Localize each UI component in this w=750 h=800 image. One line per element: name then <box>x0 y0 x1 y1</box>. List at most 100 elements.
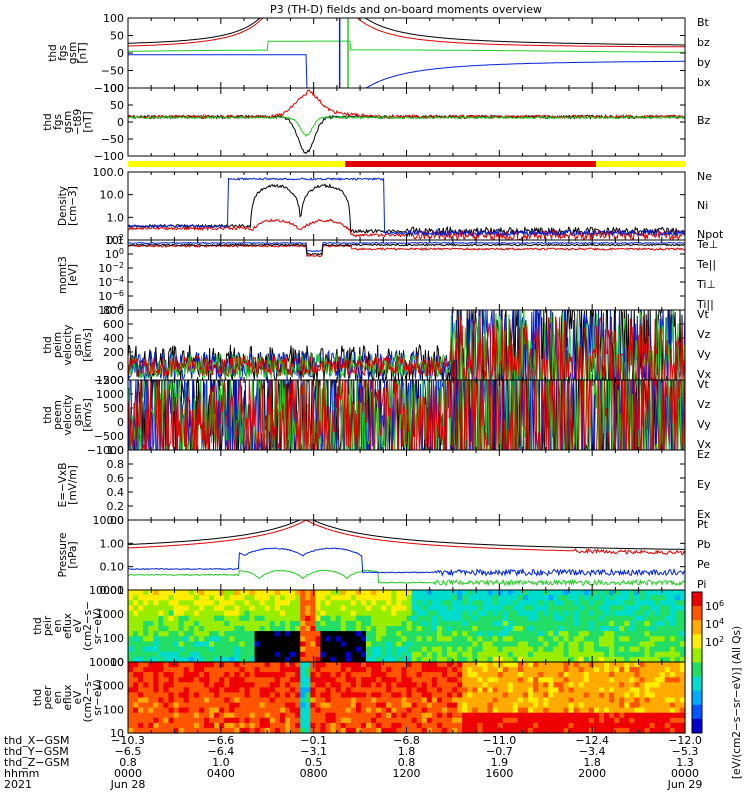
spectrogram-cell <box>583 682 590 688</box>
spectrogram-cell <box>239 641 246 648</box>
spectrogram-cell <box>259 636 266 642</box>
spectrogram-cell <box>482 620 489 627</box>
spectrogram-cell <box>153 667 159 673</box>
spectrogram-cell <box>153 646 159 653</box>
spectrogram-cell <box>355 722 362 729</box>
spectrogram-cell <box>487 667 494 673</box>
spectrogram-cell <box>467 677 473 683</box>
spectrogram-cell <box>447 672 453 678</box>
spectrogram-cell <box>406 636 413 642</box>
spectrogram-cell <box>411 672 418 678</box>
ylabel-line: [km/s] <box>82 398 94 432</box>
spectrogram-cell <box>158 620 165 627</box>
spectrogram-cell <box>411 717 418 724</box>
spectrogram-cell <box>588 677 595 683</box>
spectrogram-cell <box>219 636 225 642</box>
spectrogram-cell <box>644 651 651 658</box>
spectrogram-cell <box>193 595 200 601</box>
spectrogram-cell <box>568 727 575 734</box>
spectrogram-cell <box>269 722 276 729</box>
spectrogram-cell <box>229 600 235 606</box>
spectrogram-cell <box>244 595 251 601</box>
spectrogram-cell <box>366 590 372 596</box>
spectrogram-cell <box>269 590 276 596</box>
spectrogram-cell <box>624 646 630 653</box>
spectrogram-cell <box>340 667 347 673</box>
spectrogram-cell <box>604 692 610 699</box>
spectrogram-cell <box>664 610 671 617</box>
spectrogram-cell <box>285 722 291 729</box>
spectrogram-cell <box>659 672 666 678</box>
spectrogram-cell <box>274 656 281 663</box>
spectrogram-cell <box>193 651 200 658</box>
spectrogram-cell <box>259 615 266 622</box>
spectrogram-cell <box>401 651 408 658</box>
spectrogram-cell <box>244 682 251 688</box>
spectrogram-cell <box>588 590 595 596</box>
spectrogram-cell <box>340 692 347 699</box>
colorbar-frame <box>691 591 703 734</box>
spectrogram-cell <box>315 672 322 678</box>
spectrogram-cell <box>138 702 144 709</box>
spectrogram-cell <box>598 641 605 648</box>
spectrogram-cell <box>578 615 585 622</box>
spectrogram-cell <box>244 646 251 653</box>
spectrogram-cell <box>416 590 423 596</box>
spectrogram-cell <box>492 590 499 596</box>
spectrogram-cell <box>472 656 478 663</box>
spectrogram-cell <box>472 631 478 637</box>
spectrogram-cell <box>391 626 397 632</box>
spectrogram-cell <box>371 605 377 612</box>
spectrogram-cell <box>285 697 291 704</box>
spectrogram-cell <box>133 595 139 601</box>
spectrogram-cell <box>533 615 539 622</box>
ytick-label: 1.0 <box>107 444 125 457</box>
spectrogram-cell <box>639 631 646 637</box>
spectrogram-cell <box>583 600 590 606</box>
spectrogram-cell <box>376 605 382 612</box>
spectrogram-cell <box>472 702 478 709</box>
spectrogram-cell <box>457 595 463 601</box>
spectrogram-cell <box>528 600 534 606</box>
spectrogram-cell <box>482 605 489 612</box>
spectrogram-cell <box>629 687 635 694</box>
spectrogram-cell <box>315 626 322 632</box>
spectrogram-cell <box>563 631 570 637</box>
spectrogram-cell <box>674 717 681 724</box>
spectrogram-cell <box>376 677 382 683</box>
spectrogram-cell <box>452 702 458 709</box>
spectrogram-cell <box>467 717 473 724</box>
spectrogram-cell <box>588 717 595 724</box>
spectrogram-cell <box>340 727 347 734</box>
spectrogram-cell <box>138 610 144 617</box>
spectrogram-cell <box>649 687 656 694</box>
spectrogram-cell <box>269 702 276 709</box>
spectrogram-cell <box>193 712 200 719</box>
spectrogram-cell <box>143 636 149 642</box>
spectrogram-cell <box>528 717 534 724</box>
spectrogram-cell <box>492 727 499 734</box>
spectrogram-cell <box>254 662 261 668</box>
spectrogram-cell <box>629 615 635 622</box>
spectrogram-cell <box>583 595 590 601</box>
spectrogram-cell <box>553 651 559 658</box>
panel-peim: 8006004002000−200thdpeimvelocitygsm[km/s… <box>42 304 712 387</box>
spectrogram-cell <box>436 610 443 617</box>
spectrogram-cell <box>158 702 165 709</box>
spectrogram-cell <box>614 610 620 617</box>
spectrogram-cell <box>664 672 671 678</box>
spectrogram-cell <box>305 605 311 612</box>
spectrogram-cell <box>148 682 154 688</box>
spectrogram-cell <box>234 672 240 678</box>
spectrogram-cell <box>609 615 615 622</box>
spectrogram-cell <box>148 595 154 601</box>
spectrogram-cell <box>360 631 367 637</box>
spectrogram-cell <box>598 590 605 596</box>
spectrogram-cell <box>259 595 266 601</box>
xaxis-value: −12.0 <box>668 734 702 747</box>
spectrogram-cell <box>629 682 635 688</box>
spectrogram-cell <box>447 615 453 622</box>
spectrogram-cell <box>214 667 220 673</box>
spectrogram-cell <box>274 692 281 699</box>
spectrogram-cell <box>421 595 428 601</box>
